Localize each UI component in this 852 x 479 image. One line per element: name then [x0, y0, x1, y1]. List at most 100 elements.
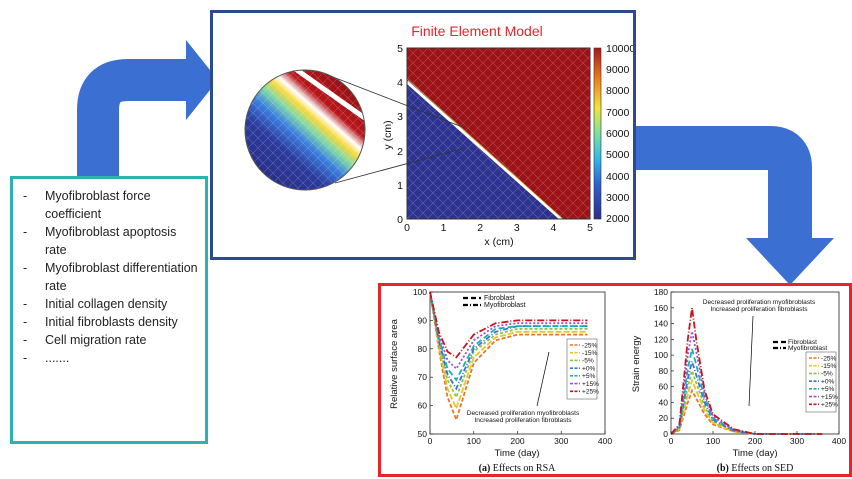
x-tick-label: 100 — [467, 436, 481, 446]
caption: (a) Effects on RSA — [479, 463, 557, 474]
legend-entry: -5% — [821, 371, 833, 378]
param-label: Myofibroblast differentiation rate — [45, 261, 198, 293]
y-tick-label: 100 — [413, 287, 427, 297]
series-line-1 — [429, 291, 588, 423]
chart-sed: 0 100 200 300 400 0 20 40 60 80 100 120 140 160 180 St… — [631, 287, 846, 474]
y-tick-label: 60 — [418, 401, 428, 411]
legend-entry: -5% — [582, 358, 594, 365]
tick-label: 10000 — [606, 43, 633, 55]
y-tick-label: 160 — [654, 303, 668, 313]
arrow-to-fem-head — [186, 40, 218, 120]
annotation: Increased proliferation fibroblasts — [474, 417, 572, 424]
fem-y-ticks: 0 1 2 3 4 5 — [397, 43, 403, 226]
series-line-1 — [670, 388, 823, 435]
zoom-line — [332, 76, 466, 129]
zoom-line — [334, 147, 466, 184]
fem-title: Finite Element Model — [411, 23, 543, 39]
legend-entry: +15% — [582, 381, 599, 388]
results-panel: 0 100 200 300 400 50 60 70 80 90 100 Relative surf… — [378, 283, 852, 477]
caption-tag: (a) — [479, 463, 491, 474]
y-tick-label: 80 — [418, 344, 428, 354]
legend-entry: -15% — [821, 363, 837, 370]
y-tick-label: 60 — [659, 382, 669, 392]
legend: -25%-15%-5%+0%+5%+15%+25% — [566, 338, 599, 400]
series-line-3 — [670, 367, 823, 435]
param-label: Myofibroblast force coefficient — [45, 189, 151, 221]
series-line-2 — [429, 291, 588, 411]
y-tick-label: 80 — [659, 366, 669, 376]
legend-label: Myofibroblast — [788, 345, 827, 352]
caption-text: Effects on RSA — [493, 463, 556, 474]
fem-xlabel: x (cm) — [484, 236, 513, 248]
x-tick-label: 0 — [428, 436, 433, 446]
list-item: - Myofibroblast apoptosis rate — [23, 223, 199, 259]
colorbar — [593, 47, 602, 220]
annotation: Decreased proliferation myofibroblasts — [467, 410, 580, 417]
legend-label: Myofibroblast — [484, 302, 526, 309]
y-tick-label: 70 — [418, 372, 428, 382]
x-tick-label: 100 — [706, 436, 720, 446]
fem-x-ticks: 0 1 2 3 4 5 — [404, 222, 593, 234]
tick-label: 9000 — [606, 64, 630, 76]
series-line-2 — [670, 377, 823, 435]
legend-frame — [566, 338, 598, 400]
axis-group: 0 100 200 300 400 50 60 70 80 90 100 — [413, 287, 613, 446]
tick-label: 6000 — [606, 128, 630, 140]
y-tick-label: 180 — [654, 287, 668, 297]
tick-label: 2000 — [606, 213, 630, 225]
list-item: - Initial collagen density — [23, 297, 168, 311]
caption: (b) Effects on SED — [717, 463, 794, 474]
tick-label: 5 — [587, 222, 593, 234]
annotation-arrow — [536, 351, 550, 407]
legend-entry: +0% — [582, 365, 596, 372]
legend-entry: -25% — [821, 355, 837, 362]
annotation-arrow — [748, 315, 754, 407]
series-group — [670, 307, 823, 435]
tick-label: 4 — [550, 222, 556, 234]
tick-label: 2 — [477, 222, 483, 234]
parameters-list: - Myofibroblast force coefficient - Myofib… — [13, 179, 205, 367]
tick-label: 3 — [514, 222, 520, 234]
legend: -25%-15%-5%+0%+5%+15%+25% — [805, 351, 838, 413]
tick-label: 4 — [397, 77, 403, 89]
legend-entry: -25% — [582, 342, 598, 349]
fem-panel: Finite Element Model 0 1 2 3 4 5 0 1 2 3… — [210, 10, 636, 260]
y-tick-label: 0 — [663, 429, 668, 439]
param-label: Cell migration rate — [45, 333, 147, 347]
xlabel: Time (day) — [732, 448, 777, 459]
fem-figure: Finite Element Model 0 1 2 3 4 5 0 1 2 3… — [244, 23, 635, 248]
y-tick-label: 40 — [659, 397, 669, 407]
legend-entry: +15% — [821, 394, 838, 401]
fem-ylabel: y (cm) — [382, 120, 394, 149]
fem-domain — [406, 47, 591, 221]
series-line-4 — [670, 358, 823, 435]
param-label: Myofibroblast apoptosis rate — [45, 225, 177, 257]
x-tick-label: 200 — [748, 436, 762, 446]
legend-entry: +5% — [821, 386, 835, 393]
list-item: -....... — [23, 351, 70, 365]
tick-label: 3 — [397, 111, 403, 123]
arrow-to-results-head — [746, 238, 834, 285]
x-tick-label: 0 — [669, 436, 674, 446]
annotation: Decreased proliferation myofibroblasts — [703, 299, 816, 306]
chart-rsa: 0 100 200 300 400 50 60 70 80 90 100 Relative surf… — [389, 287, 612, 474]
series-line-5 — [429, 291, 588, 382]
y-tick-label: 20 — [659, 413, 669, 423]
caption-text: Effects on SED — [731, 463, 793, 474]
legend-entry: +0% — [821, 378, 835, 385]
caption-tag: (b) — [717, 463, 729, 474]
tick-label: 0 — [397, 214, 403, 226]
x-tick-label: 400 — [598, 436, 612, 446]
legend-types: Fibroblast Myofibroblast — [773, 339, 827, 352]
y-tick-label: 120 — [654, 334, 668, 344]
ylabel: Relative surface area — [389, 318, 400, 408]
x-tick-label: 300 — [554, 436, 568, 446]
ylabel: Strain energy — [631, 336, 642, 393]
legend-frame — [805, 351, 837, 413]
y-tick-label: 140 — [654, 319, 668, 329]
x-tick-label: 200 — [510, 436, 524, 446]
xlabel: Time (day) — [494, 448, 539, 459]
legend-entry: +25% — [821, 402, 838, 409]
tick-label: 8000 — [606, 85, 630, 97]
